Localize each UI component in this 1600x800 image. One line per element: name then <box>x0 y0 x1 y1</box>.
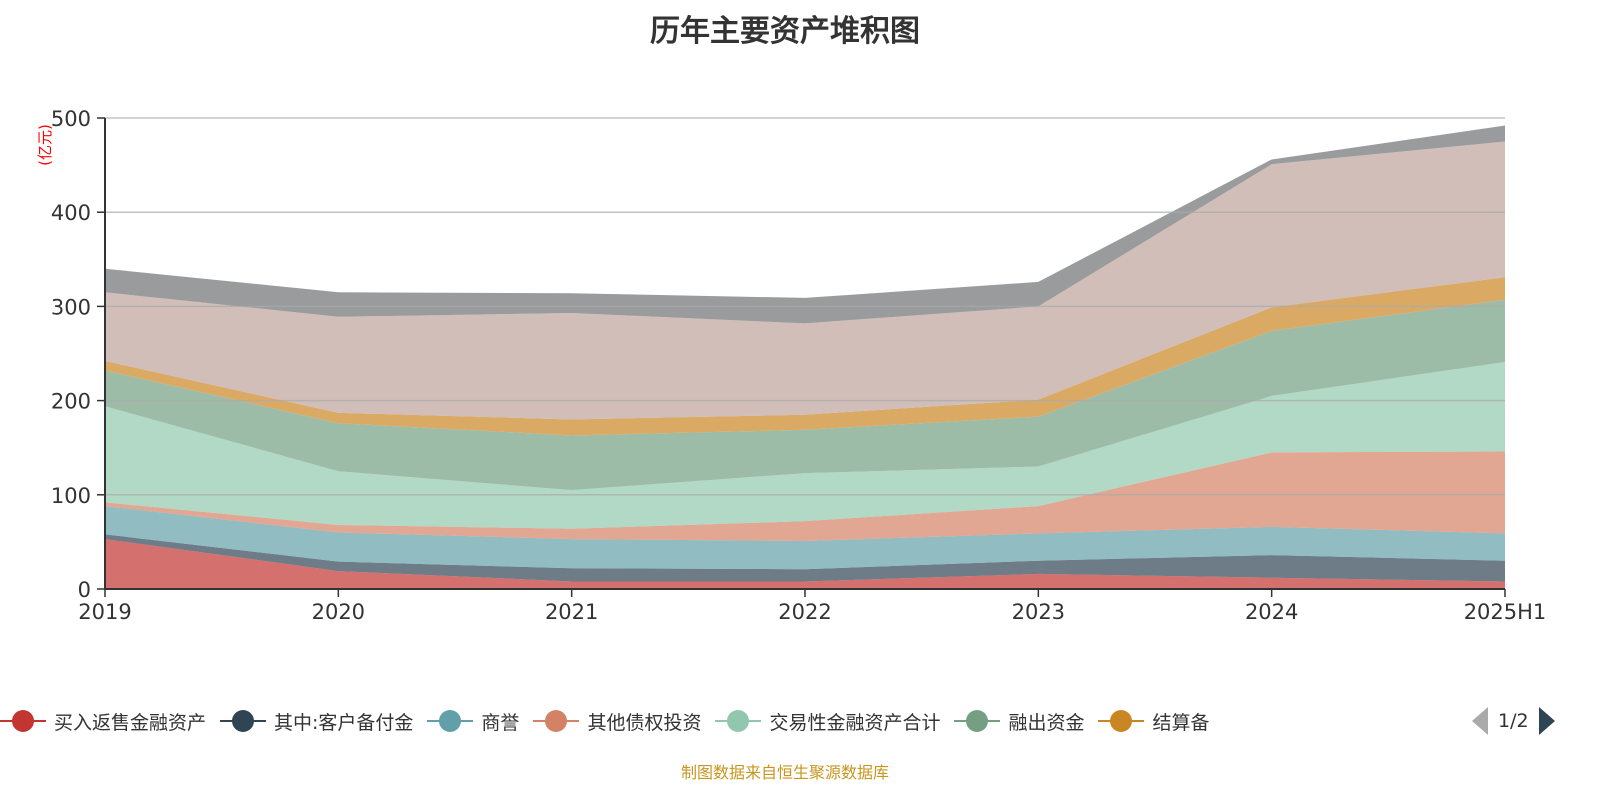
area-series-5 <box>105 299 1505 491</box>
stacked-area-chart: 0 100 200 300 400 500 2019 2020 2021 2022 2023 2024… <box>36 107 1547 624</box>
y-tick-label: 400 <box>51 201 91 225</box>
y-tick-label: 300 <box>51 295 91 319</box>
y-tick-label: 100 <box>51 484 91 508</box>
legend-marker-icon <box>0 709 46 733</box>
legend-marker-icon <box>954 709 1001 733</box>
legend-marker-icon <box>1098 709 1145 733</box>
x-tick-label: 2023 <box>1012 600 1065 624</box>
legend-item[interactable]: 融出资金 <box>954 708 1084 735</box>
x-tick-label: 2024 <box>1245 600 1298 624</box>
area-series-3 <box>105 451 1505 541</box>
x-tick-label: 2021 <box>545 600 598 624</box>
legend-item[interactable]: 商誉 <box>427 708 519 735</box>
y-tick-label: 200 <box>51 390 91 414</box>
legend-item[interactable]: 其他债权投资 <box>533 708 701 735</box>
legend-label: 买入返售金融资产 <box>54 711 207 734</box>
legend-marker-icon <box>220 709 267 733</box>
chart-title: 历年主要资产堆积图 <box>650 14 920 49</box>
legend-label: 结算备 <box>1152 711 1210 734</box>
legend: 买入返售金融资产 其中:客户备付金 商誉 其他债权投资 交易性金融资产合计 融出资金 结算备 <box>0 704 1224 738</box>
x-tick-label: 2025H1 <box>1464 600 1547 624</box>
y-axis-label: (亿元) <box>36 124 54 166</box>
area-series-4 <box>105 361 1505 529</box>
area-series-0 <box>105 539 1505 589</box>
legend-label: 商誉 <box>481 711 520 734</box>
y-tick-label: 0 <box>78 578 91 602</box>
legend-prev-icon[interactable] <box>1472 707 1488 735</box>
legend-next-icon[interactable] <box>1538 707 1555 735</box>
x-tick-label: 2022 <box>778 600 831 624</box>
legend-label: 其他债权投资 <box>587 711 702 734</box>
legend-page: 1/2 <box>1498 710 1529 732</box>
legend-pager: 1/2 <box>1472 704 1555 738</box>
legend-item[interactable]: 买入返售金融资产 <box>0 708 206 735</box>
legend-item[interactable]: 交易性金融资产合计 <box>715 708 940 735</box>
area-series-7 <box>105 141 1505 420</box>
legend-item[interactable]: 其中:客户备付金 <box>220 708 413 735</box>
legend-label: 融出资金 <box>1008 711 1085 734</box>
x-tick-label: 2020 <box>312 600 365 624</box>
area-series-1 <box>105 534 1505 582</box>
legend-marker-icon <box>533 709 580 733</box>
legend-label: 其中:客户备付金 <box>274 711 414 734</box>
area-series-8 <box>105 125 1505 324</box>
area-series-2 <box>105 506 1505 570</box>
legend-label: 交易性金融资产合计 <box>769 711 941 734</box>
legend-marker-icon <box>427 709 474 733</box>
y-tick-label: 500 <box>51 107 91 131</box>
x-tick-label: 2019 <box>78 600 131 624</box>
source-note: 制图数据来自恒生聚源数据库 <box>680 763 889 782</box>
legend-marker-icon <box>715 709 762 733</box>
legend-item[interactable]: 结算备 <box>1098 708 1210 735</box>
